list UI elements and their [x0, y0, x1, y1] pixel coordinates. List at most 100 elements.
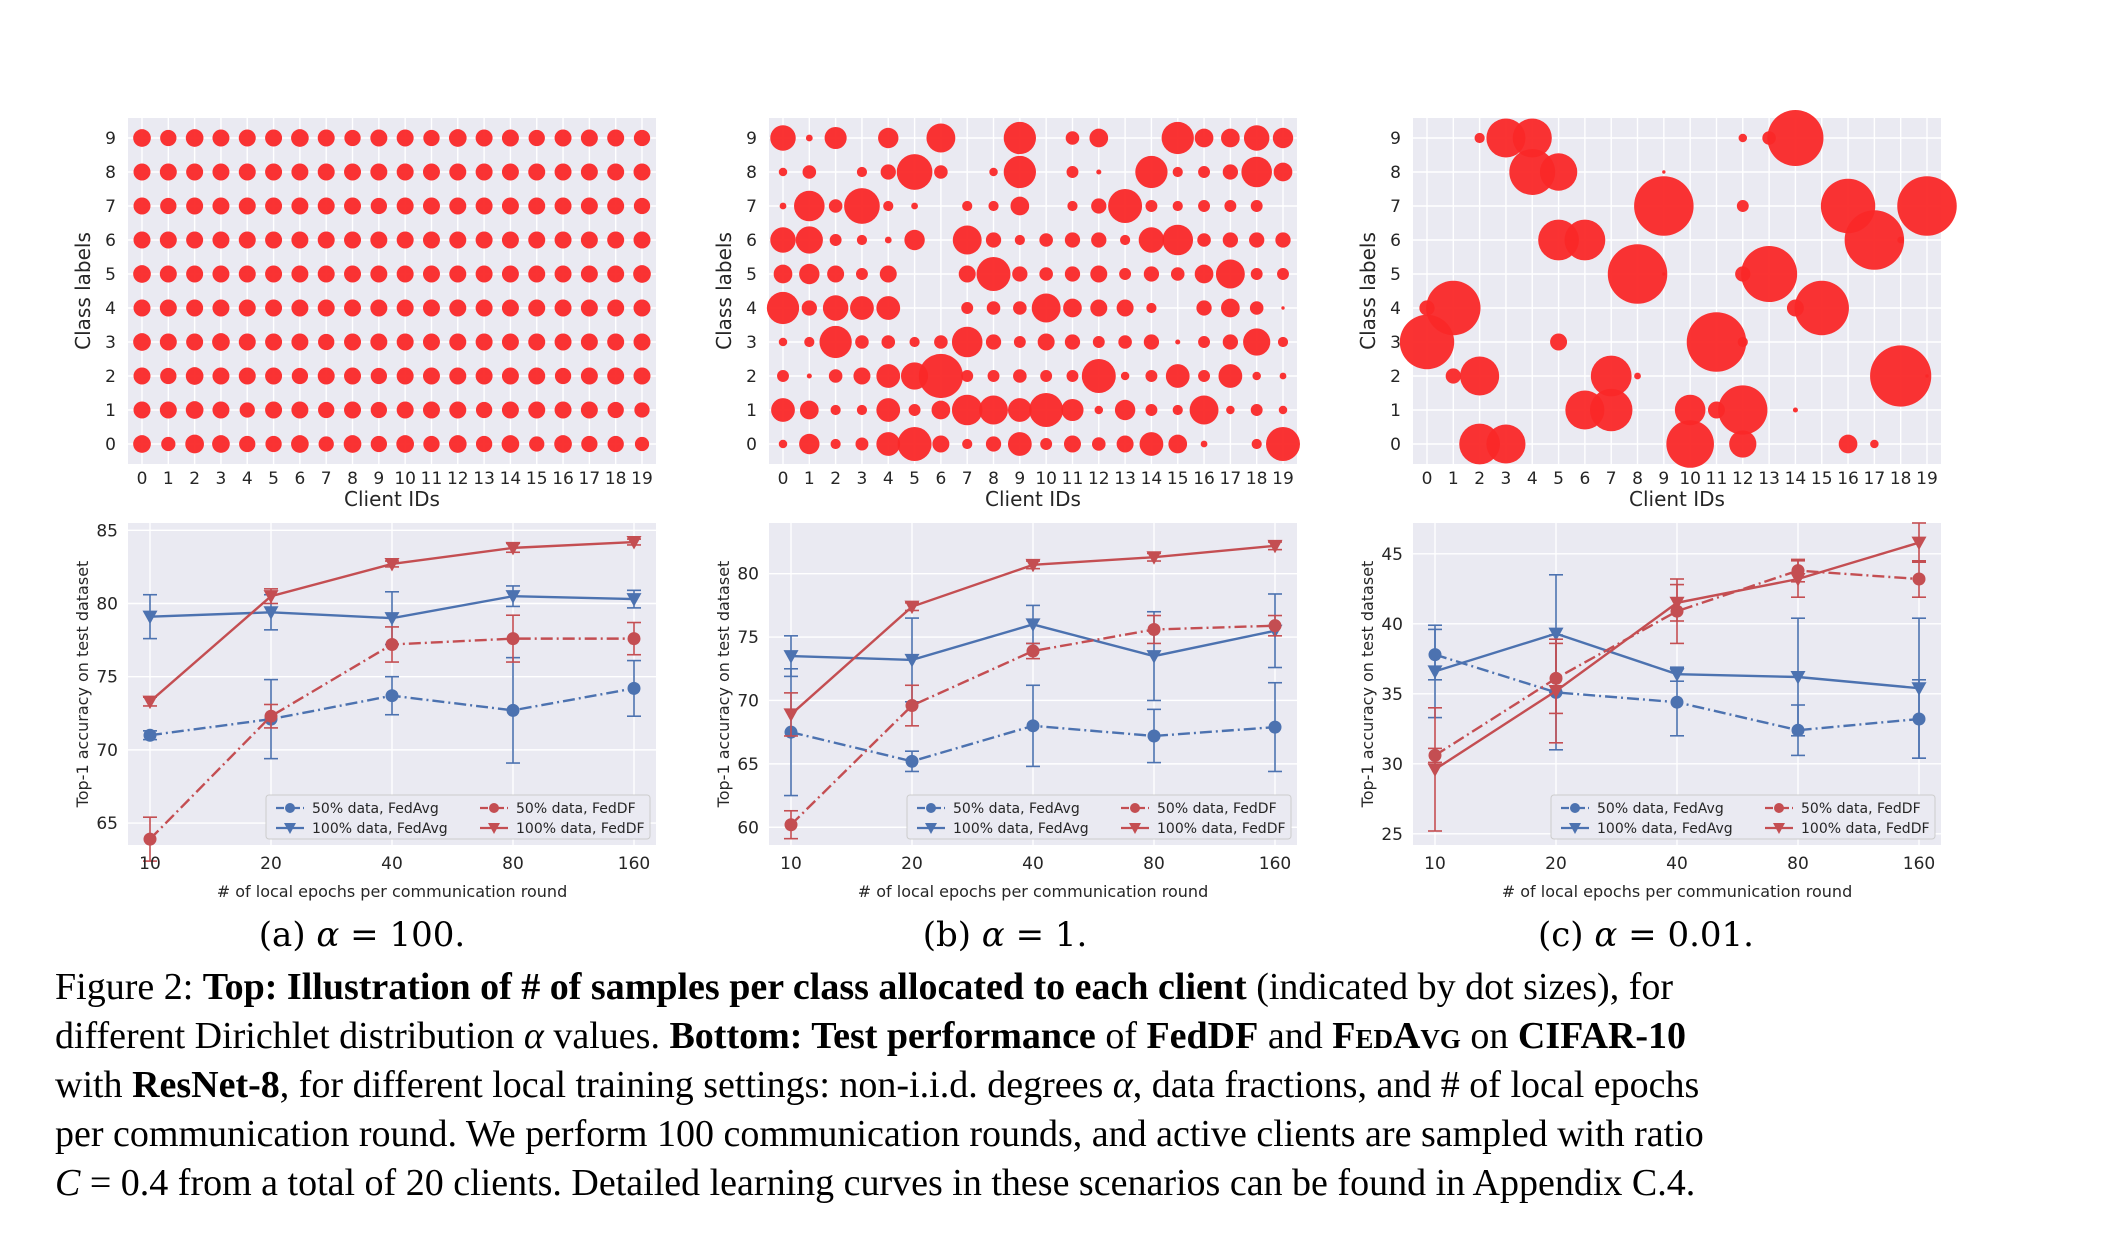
- sample-dot: [449, 163, 467, 181]
- series-50-data-fedavg: [143, 656, 641, 764]
- data-point: [1267, 539, 1283, 554]
- sample-dot: [501, 197, 519, 215]
- sample-dot: [317, 163, 335, 181]
- y-tick-label: 1: [105, 401, 116, 421]
- sample-dot: [344, 367, 362, 385]
- sample-dot: [317, 231, 335, 249]
- sample-dot: [449, 197, 467, 215]
- sample-dot: [265, 435, 282, 453]
- sample-dot: [856, 404, 868, 416]
- sample-dot: [449, 367, 467, 385]
- legend-label: 50% data, FedDF: [516, 801, 636, 817]
- sample-dot: [422, 299, 440, 317]
- sample-dot: [1589, 388, 1633, 432]
- line-panel-2: 10 20 40 80 160 60 65 70 75 80 # of local epochs p…: [714, 523, 1297, 901]
- x-tick-label: 80: [502, 854, 524, 874]
- sample-dot: [1013, 336, 1026, 348]
- sample-dot: [1252, 371, 1261, 381]
- sample-dot: [806, 373, 812, 379]
- sample-dot: [777, 370, 789, 382]
- legend-entry: 50% data, FedDF: [1121, 801, 1277, 817]
- legend-marker: [489, 803, 499, 813]
- data-point: [142, 610, 158, 625]
- sample-dot: [344, 129, 361, 147]
- sample-dot: [528, 265, 546, 283]
- sample-dot: [133, 129, 151, 147]
- sample-dot: [1194, 128, 1214, 148]
- sample-dot: [554, 231, 572, 249]
- sample-dot: [1737, 336, 1748, 348]
- x-tick-label: 3: [1501, 469, 1512, 489]
- sample-dot: [1037, 333, 1055, 351]
- sample-dot: [1040, 438, 1053, 450]
- sample-dot: [1250, 268, 1263, 280]
- sample-dot: [1278, 405, 1288, 415]
- sample-dot: [1012, 266, 1028, 282]
- x-tick-label: 10: [780, 854, 802, 874]
- series-50-data-feddf: [143, 614, 641, 862]
- legend-marker: [1774, 803, 1784, 813]
- sample-dot: [186, 163, 204, 181]
- legend-label: 50% data, FedAvg: [312, 801, 439, 817]
- sample-dot: [1666, 420, 1714, 468]
- subcaption-2: (b) α = 1.: [923, 915, 1088, 955]
- legend-entry: 100% data, FedDF: [480, 821, 645, 837]
- sample-dot: [344, 197, 362, 215]
- sample-dot: [1838, 434, 1858, 454]
- sample-dot: [896, 154, 933, 190]
- sample-dot: [1040, 370, 1053, 382]
- sample-dot: [633, 367, 651, 385]
- y-tick-label: 6: [105, 231, 116, 251]
- x-axis-label: Client IDs: [344, 487, 440, 511]
- x-tick-label: 80: [1787, 854, 1809, 874]
- sample-dot: [1794, 280, 1849, 336]
- sample-dot: [1243, 328, 1271, 356]
- sample-dot: [580, 367, 598, 385]
- sample-dot: [475, 367, 493, 385]
- sample-dot: [396, 265, 414, 283]
- x-tick-label: 14: [1785, 469, 1807, 489]
- x-tick-label: 1: [804, 469, 815, 489]
- sample-dot: [159, 401, 177, 419]
- sample-dot: [475, 163, 493, 181]
- x-tick-label: 19: [631, 469, 653, 489]
- sample-dot: [554, 401, 572, 419]
- legend-label: 100% data, FedAvg: [953, 821, 1089, 837]
- data-point: [1146, 650, 1162, 664]
- sample-dot: [828, 369, 843, 383]
- caption-top-bold: Top: Illustration of # of samples per cl…: [202, 966, 1247, 1008]
- sample-dot: [979, 395, 1008, 425]
- y-axis-label: Top-1 accuracy on test dataset: [1358, 561, 1377, 809]
- sample-dot: [580, 299, 598, 317]
- sample-dot: [607, 333, 625, 351]
- series-100-data-fedavg: [142, 585, 642, 646]
- sample-dot: [926, 123, 956, 153]
- sample-dot: [827, 265, 845, 283]
- data-point: [385, 637, 399, 651]
- sample-dot: [1116, 435, 1134, 453]
- x-tick-label: 17: [1220, 469, 1242, 489]
- sample-dot: [850, 296, 874, 320]
- sample-dot: [265, 367, 283, 385]
- legend-entry: 50% data, FedAvg: [276, 801, 439, 817]
- y-tick-label: 60: [737, 818, 759, 838]
- sample-dot: [1170, 267, 1185, 281]
- sample-dot: [133, 231, 151, 249]
- y-tick-label: 1: [1390, 401, 1401, 421]
- y-tick-label: 9: [105, 129, 116, 149]
- x-tick-label: 9: [373, 469, 384, 489]
- x-tick-label: 0: [137, 469, 148, 489]
- sample-dot: [881, 335, 896, 349]
- sample-dot: [1198, 166, 1211, 178]
- sample-dot: [1738, 133, 1748, 143]
- data-point: [505, 541, 521, 556]
- x-tick-label: 5: [268, 469, 279, 489]
- sample-dot: [855, 437, 869, 451]
- sample-dot: [212, 299, 230, 317]
- x-tick-label: 18: [1246, 469, 1268, 489]
- sample-dot: [396, 401, 414, 419]
- sample-dot: [186, 333, 204, 351]
- data-point: [1026, 644, 1040, 658]
- data-point: [143, 832, 157, 846]
- sample-dot: [396, 197, 414, 215]
